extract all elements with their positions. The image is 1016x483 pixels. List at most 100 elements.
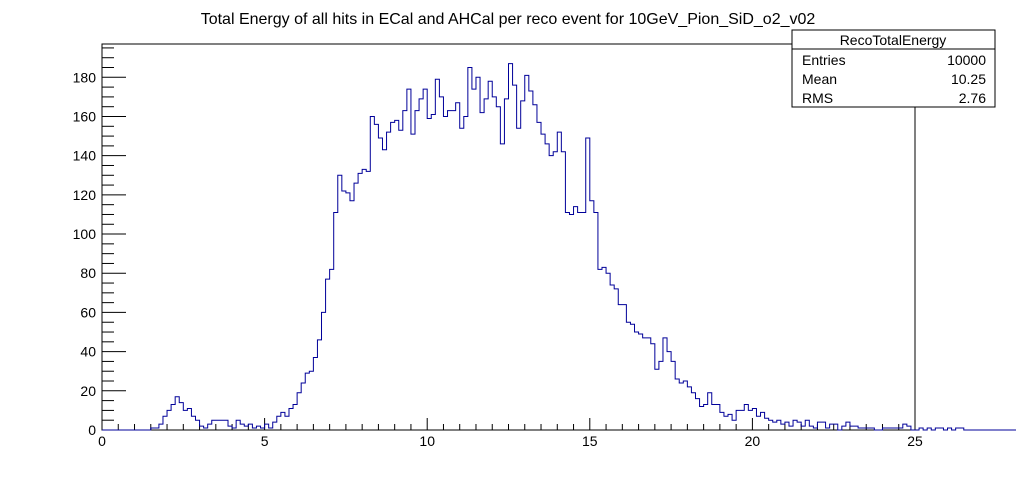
histogram-bin [549,156,553,430]
histogram-bin [822,422,826,430]
histogram-bin [427,118,431,430]
histogram-bin [614,289,618,430]
histogram-bin [517,128,521,430]
histogram-bin [431,115,435,430]
histogram-bin [777,420,781,430]
histogram-bin [175,397,179,430]
histogram-bin [545,144,549,430]
histogram-bin [224,420,228,430]
x-tick-label: 15 [582,433,598,449]
histogram-bin [378,138,382,430]
histogram-bin [476,77,480,430]
histogram-bin [679,383,683,430]
histogram-bin [582,213,586,430]
x-tick-label: 0 [98,433,106,449]
histogram-bin [403,111,407,430]
histogram-bin [273,422,277,430]
histogram-bin [395,120,399,430]
histogram-bin [443,116,447,430]
histogram-bin [769,420,773,430]
histogram-bin [574,207,578,430]
histogram-bin [521,101,525,430]
histogram-bin [500,144,504,430]
y-tick-label: 100 [73,226,97,242]
histogram-bin [732,420,736,430]
histogram-bin [765,418,769,430]
histogram-bin [667,352,671,430]
stats-rms-label: RMS [802,90,833,106]
histogram-bin [513,85,517,430]
histogram-bin [183,410,187,430]
histogram-bin [789,426,793,430]
histogram-bin [171,405,175,430]
histogram-bin [285,416,289,430]
histogram-bin [578,213,582,430]
histogram-bin [448,111,452,430]
histogram-bin [265,424,269,430]
histogram-bin [317,340,321,430]
histogram-bin [289,408,293,430]
histogram-bin [370,116,374,430]
histogram-bin [525,75,529,430]
histogram-bin [630,324,634,430]
histogram-bin [561,152,565,430]
histogram-bin [569,214,573,430]
histogram-bin [399,130,403,430]
histogram-bin [382,150,386,430]
stats-box-name: RecoTotalEnergy [840,32,947,48]
x-tick-label: 10 [419,433,435,449]
histogram-bin [248,424,252,430]
histogram-bin [496,107,500,430]
histogram-bin [708,393,712,430]
histogram-bin [407,89,411,430]
histogram-bin [773,422,777,430]
histogram-bin [374,124,378,430]
y-tick-label: 80 [80,265,96,281]
histogram-bin [220,420,224,430]
histogram-bin [655,369,659,430]
y-tick-label: 40 [80,344,96,360]
x-tick-label: 25 [907,433,923,449]
histogram-bin [809,426,813,430]
histogram-bin [297,393,301,430]
histogram-bin [167,410,171,430]
histogram-bin [240,424,244,430]
histogram-bin [602,267,606,430]
histogram-bin [801,426,805,430]
histogram-bin [346,193,350,430]
histogram-bin [391,122,395,430]
histogram-bin [541,134,545,430]
histogram-bin [468,68,472,430]
histogram-bin [159,424,163,430]
stats-mean-value: 10.25 [951,71,986,87]
histogram-bin [651,344,655,430]
histogram-bin [419,99,423,430]
histogram-bin [362,169,366,430]
x-tick-label: 5 [261,433,269,449]
histogram-bin [358,173,362,430]
histogram-bin [179,403,183,430]
histogram-bin [846,422,850,430]
y-tick-label: 20 [80,383,96,399]
histogram-bin [553,152,557,430]
histogram-bin [256,426,260,430]
histogram-bin [330,269,334,430]
histogram-bin [350,201,354,430]
histogram-bin [752,408,756,430]
histogram-bin [793,420,797,430]
histogram-bin [675,379,679,430]
histogram-bin [366,171,370,430]
histogram-bin [854,426,858,430]
stats-mean-label: Mean [802,71,837,87]
histogram-bin [309,371,313,430]
y-tick-label: 140 [73,148,97,164]
histogram-bin [850,426,854,430]
histogram-bin [744,405,748,430]
histogram-bin [842,426,846,430]
histogram-bin [565,213,569,430]
histogram-bin [622,305,626,430]
histogram-bin [683,381,687,430]
histogram-bin [626,322,630,430]
histogram-bin [700,406,704,430]
